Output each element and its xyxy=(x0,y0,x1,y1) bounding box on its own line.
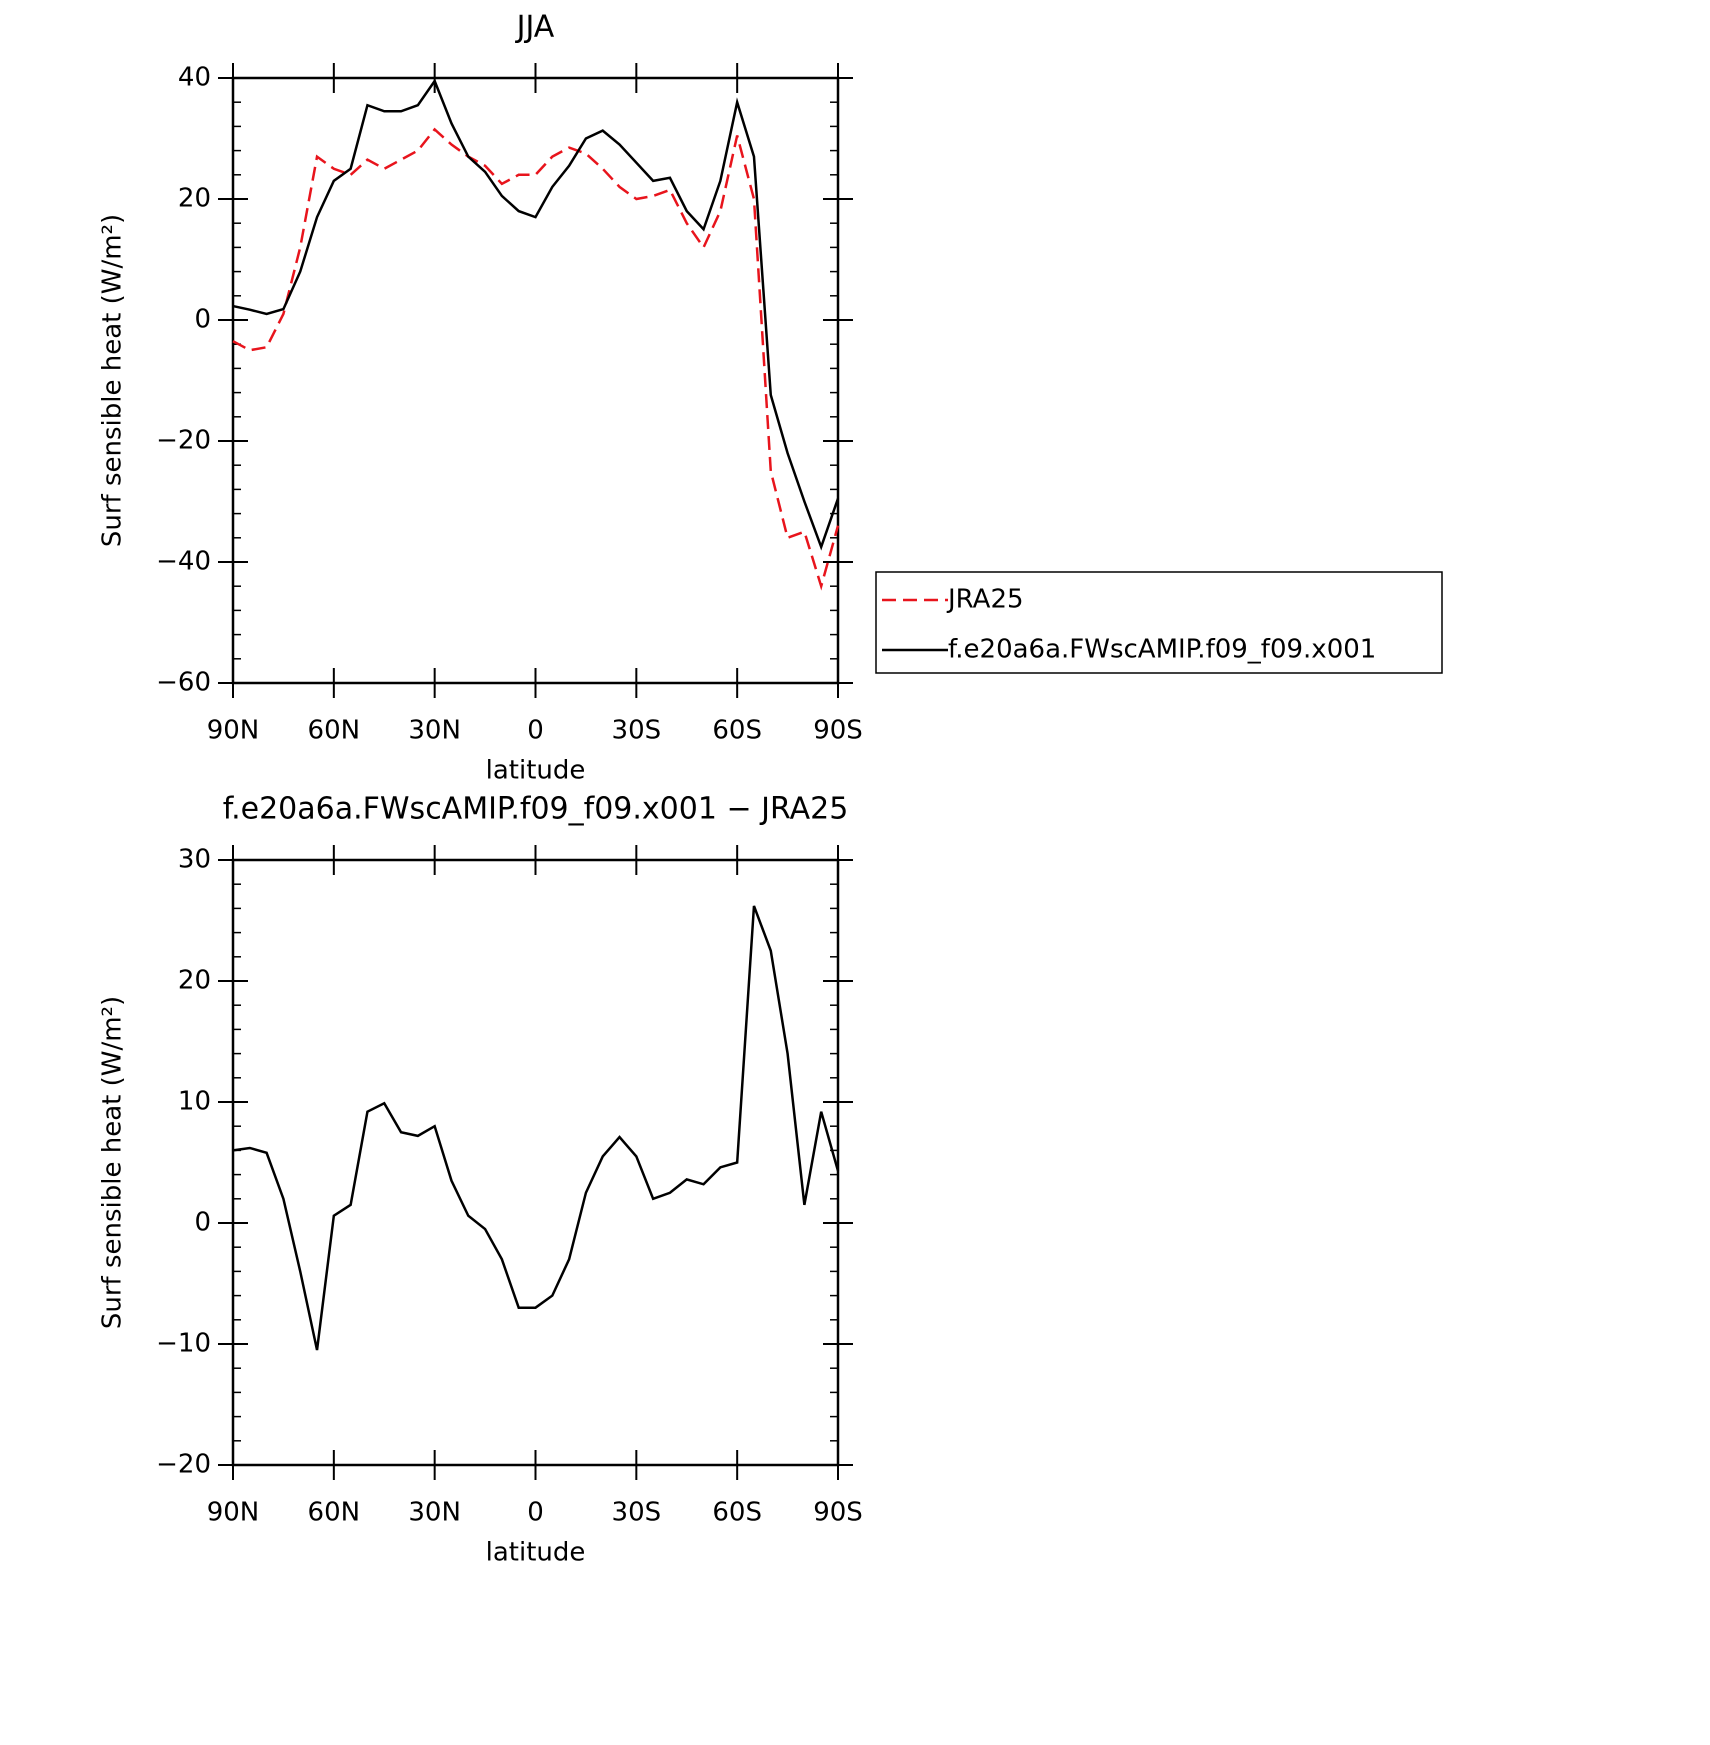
plot-frame xyxy=(231,858,840,1467)
x-axis-label: latitude xyxy=(486,1538,586,1568)
series-line xyxy=(232,905,840,1351)
y-tick-label: −40 xyxy=(156,547,211,577)
x-tick-label: 60N xyxy=(308,716,361,746)
x-tick-label: 30N xyxy=(408,716,461,746)
x-tick-label: 90N xyxy=(207,1498,260,1528)
legend-label: JRA25 xyxy=(946,585,1024,615)
x-tick-label: 0 xyxy=(527,716,544,746)
plot-frame xyxy=(231,76,840,685)
x-tick-label: 90S xyxy=(813,1498,863,1528)
y-tick-label: 0 xyxy=(194,1208,211,1238)
y-tick-label: −20 xyxy=(156,426,211,456)
y-tick-label: 10 xyxy=(178,1087,211,1117)
x-tick-label: 60S xyxy=(712,1498,762,1528)
chart-title: JJA xyxy=(515,10,555,45)
y-tick-label: 20 xyxy=(178,184,211,214)
x-tick-label: 90N xyxy=(207,716,260,746)
y-tick-label: 20 xyxy=(178,966,211,996)
chart-title: f.e20a6a.FWscAMIP.f09_f09.x001 − JRA25 xyxy=(223,792,849,827)
x-tick-label: 0 xyxy=(527,1498,544,1528)
y-tick-label: −60 xyxy=(156,668,211,698)
y-axis-label: Surf sensible heat (W/m²) xyxy=(98,996,128,1329)
legend-label: f.e20a6a.FWscAMIP.f09_f09.x001 xyxy=(948,635,1376,665)
y-tick-label: −10 xyxy=(156,1329,211,1359)
series-line xyxy=(232,127,840,591)
y-axis-label: Surf sensible heat (W/m²) xyxy=(98,214,128,547)
y-tick-label: 30 xyxy=(178,845,211,875)
x-tick-label: 30N xyxy=(408,1498,461,1528)
x-tick-label: 30S xyxy=(612,1498,662,1528)
x-tick-label: 30S xyxy=(612,716,662,746)
y-tick-label: 40 xyxy=(178,63,211,93)
legend-box xyxy=(875,571,1443,674)
y-tick-label: −20 xyxy=(156,1450,211,1480)
series-line xyxy=(232,78,840,551)
x-axis-label: latitude xyxy=(486,756,586,786)
y-tick-label: 0 xyxy=(194,305,211,335)
x-tick-label: 60S xyxy=(712,716,762,746)
x-tick-label: 90S xyxy=(813,716,863,746)
x-tick-label: 60N xyxy=(308,1498,361,1528)
